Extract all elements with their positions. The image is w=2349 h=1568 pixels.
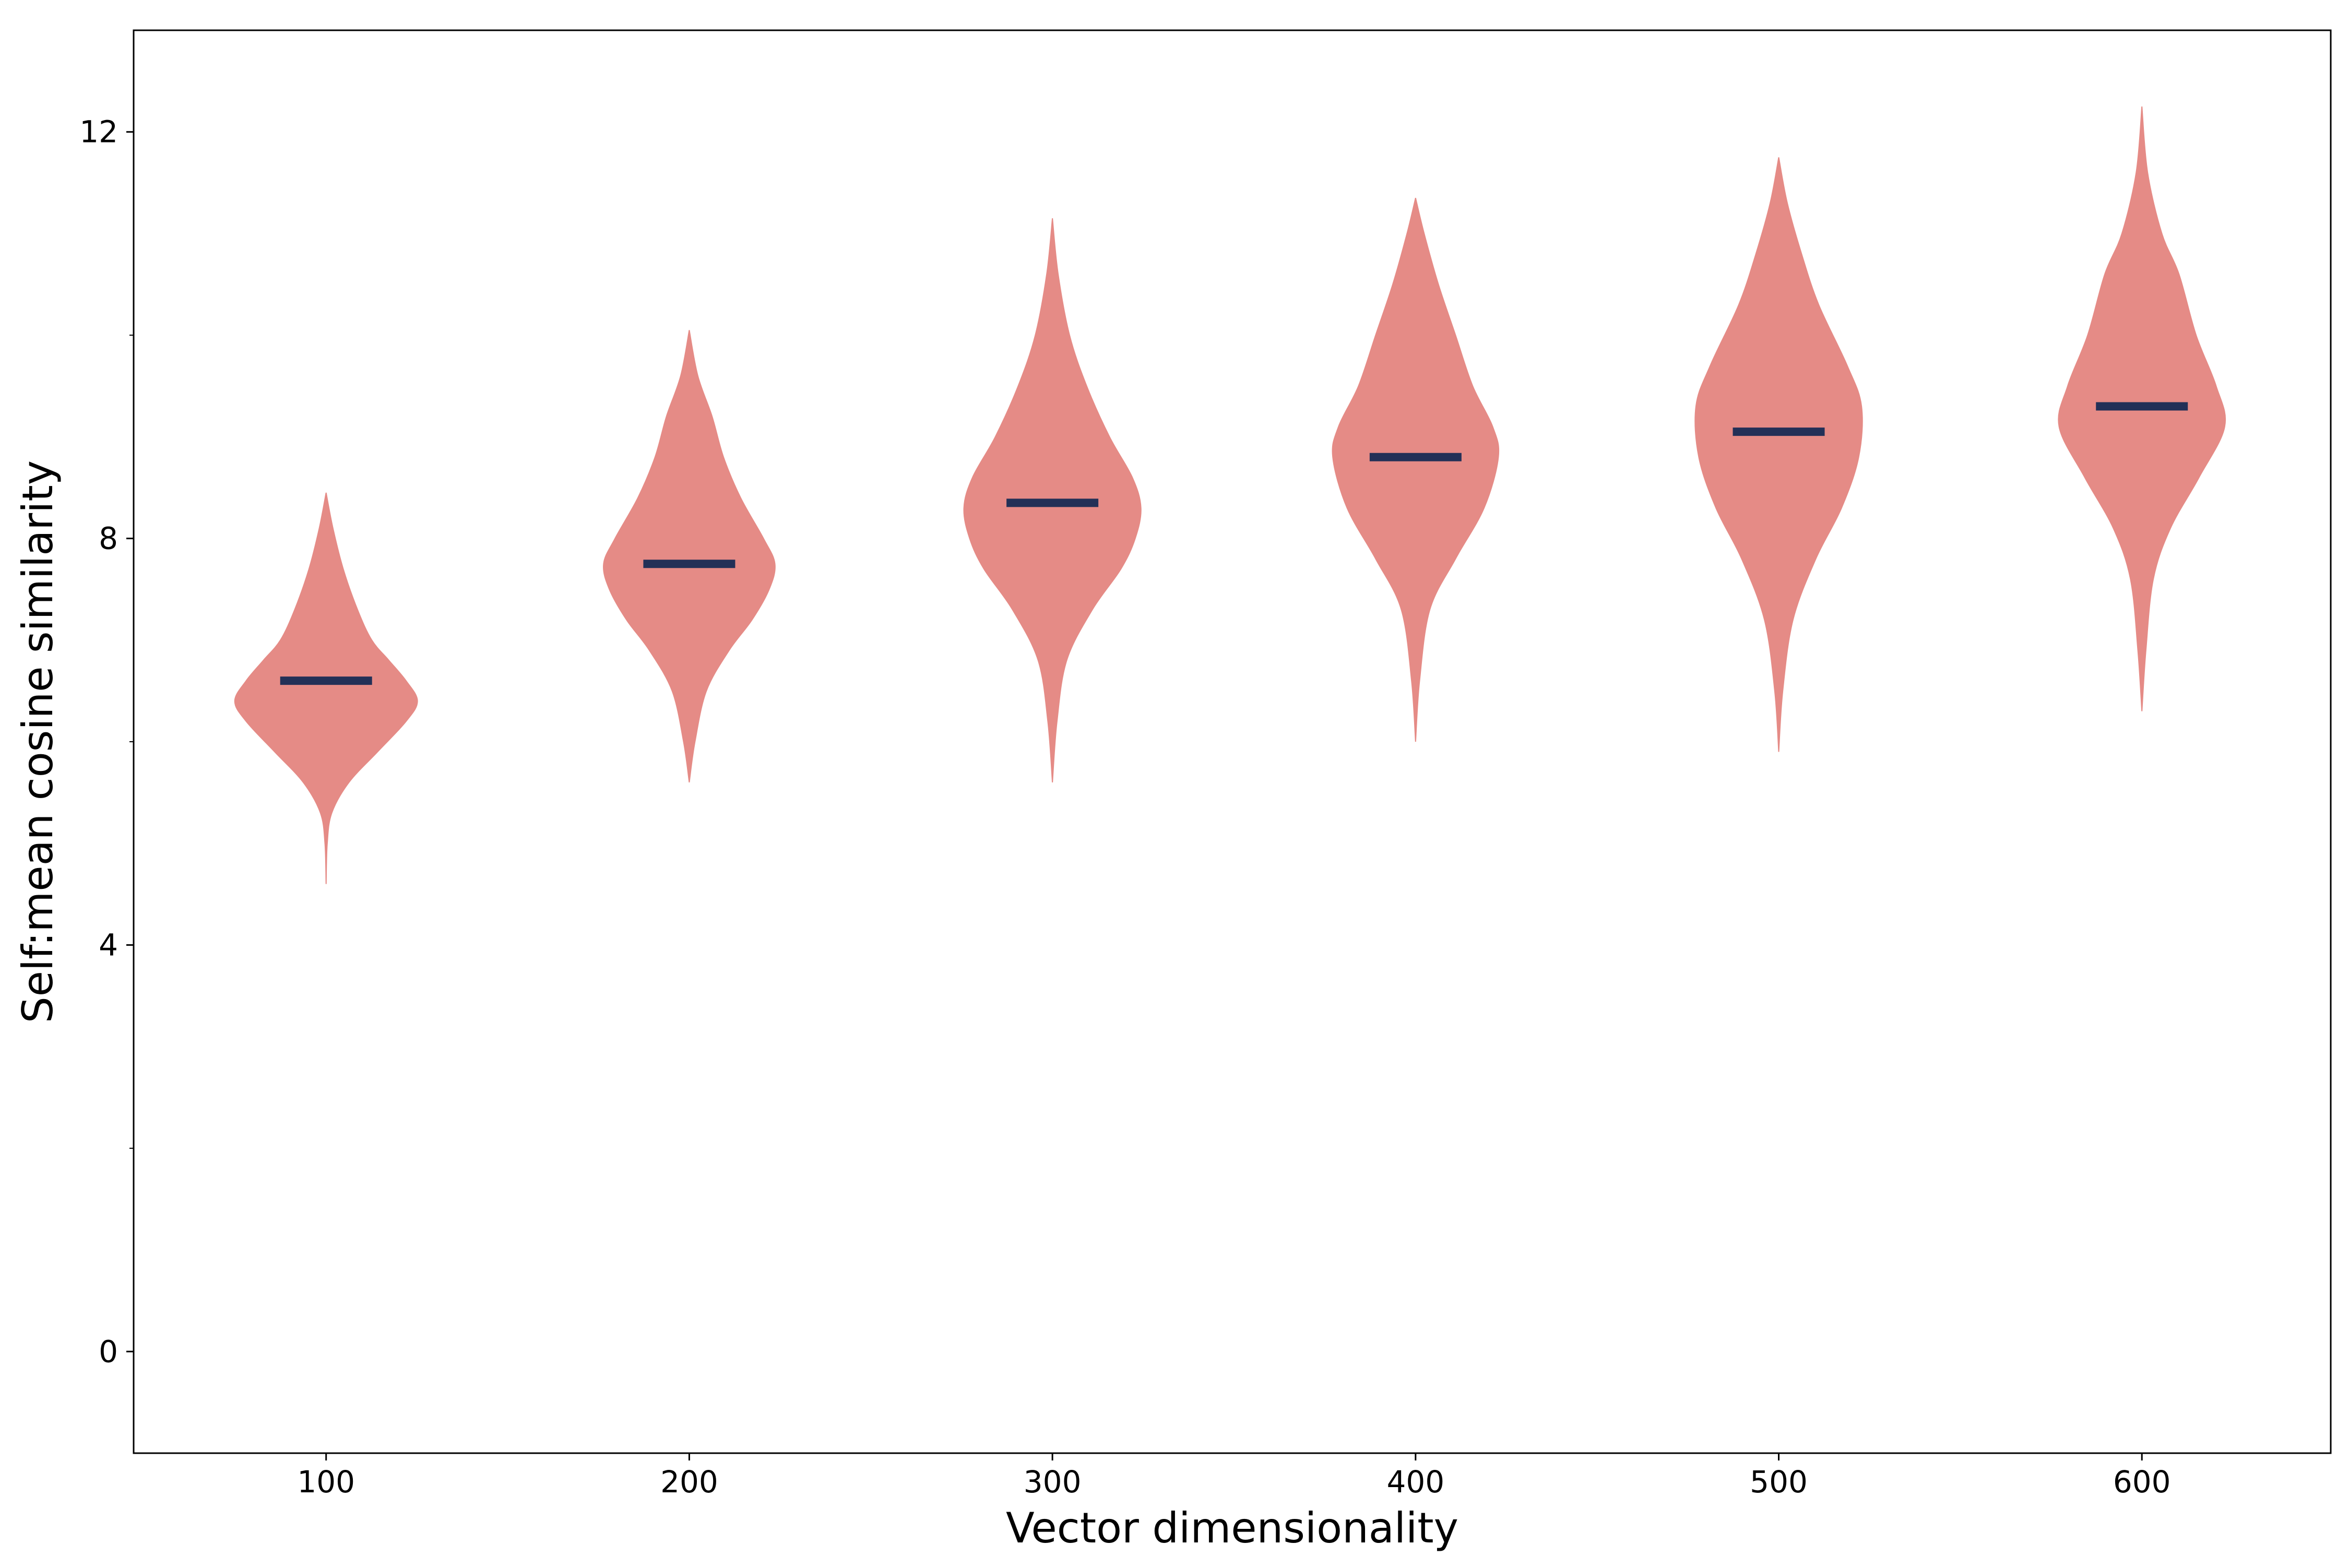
x-tick-label: 600 [2113,1464,2171,1500]
y-axis: 0 4 8 12 [79,114,134,1369]
x-axis-title: Vector dimensionality [1006,1504,1458,1552]
x-axis: 100 200 300 400 500 600 [297,1453,2171,1500]
medians-layer [280,402,2188,685]
violin-400 [1332,198,1500,742]
y-axis-title: Self:mean cosine similarity [14,460,62,1023]
plot-frame [133,29,2332,1454]
x-tick-label: 200 [660,1464,718,1500]
x-tick-label: 100 [297,1464,355,1500]
y-tick-label: 8 [99,521,118,556]
x-tick-label: 500 [1750,1464,1808,1500]
x-tick-label: 300 [1024,1464,1082,1500]
violins-layer [234,106,2226,884]
y-tick-label: 12 [79,114,118,150]
violin-200 [603,330,776,783]
x-tick-label: 400 [1386,1464,1444,1500]
violin-100 [234,492,418,884]
y-tick-label: 4 [99,927,118,963]
violin-500 [1694,157,1863,752]
y-tick-label: 0 [99,1334,118,1369]
